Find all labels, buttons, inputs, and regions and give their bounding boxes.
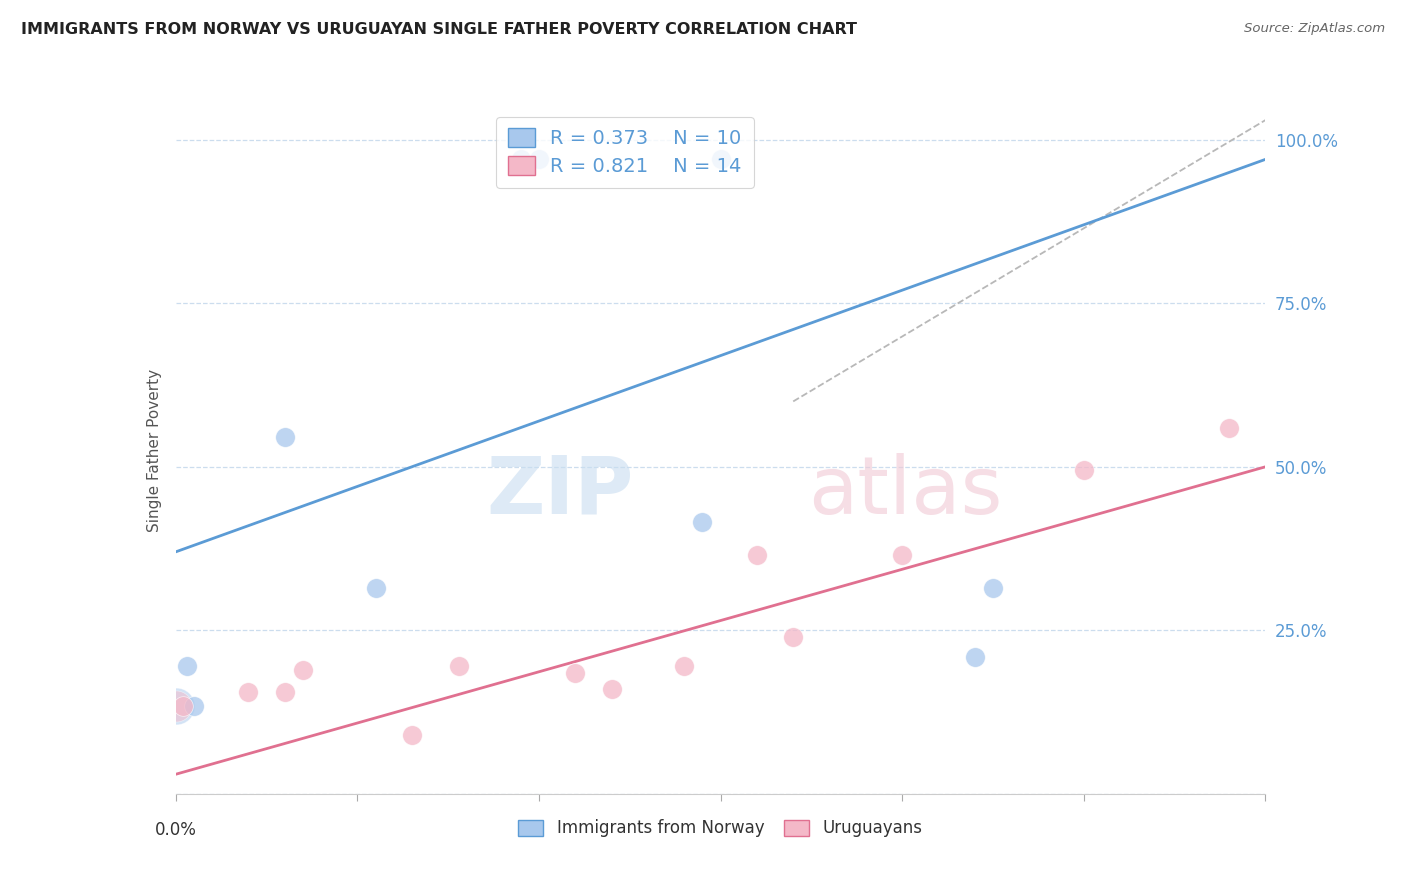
Point xyxy=(564,665,586,680)
Point xyxy=(963,649,986,664)
Text: Source: ZipAtlas.com: Source: ZipAtlas.com xyxy=(1244,22,1385,36)
Point xyxy=(291,663,314,677)
Point xyxy=(447,659,470,673)
Point xyxy=(1073,463,1095,477)
Point xyxy=(165,698,187,713)
Point xyxy=(527,153,550,167)
Point xyxy=(364,581,387,595)
Point xyxy=(172,698,194,713)
Point xyxy=(401,728,423,742)
Point xyxy=(981,581,1004,595)
Point xyxy=(238,685,260,699)
Point xyxy=(782,630,804,644)
Point xyxy=(165,698,187,713)
Point xyxy=(891,548,914,562)
Point xyxy=(274,685,297,699)
Point xyxy=(1218,420,1240,434)
Point xyxy=(692,516,714,530)
Legend: Immigrants from Norway, Uruguayans: Immigrants from Norway, Uruguayans xyxy=(512,813,929,844)
Point xyxy=(183,698,205,713)
Point xyxy=(710,153,733,167)
Point xyxy=(509,153,531,167)
Point xyxy=(600,682,623,697)
Point xyxy=(274,430,297,444)
Point xyxy=(673,659,696,673)
Text: atlas: atlas xyxy=(807,452,1002,531)
Point xyxy=(176,659,198,673)
Text: 0.0%: 0.0% xyxy=(155,822,197,839)
Text: ZIP: ZIP xyxy=(486,452,633,531)
Y-axis label: Single Father Poverty: Single Father Poverty xyxy=(146,369,162,532)
Point xyxy=(745,548,768,562)
Text: IMMIGRANTS FROM NORWAY VS URUGUAYAN SINGLE FATHER POVERTY CORRELATION CHART: IMMIGRANTS FROM NORWAY VS URUGUAYAN SING… xyxy=(21,22,858,37)
